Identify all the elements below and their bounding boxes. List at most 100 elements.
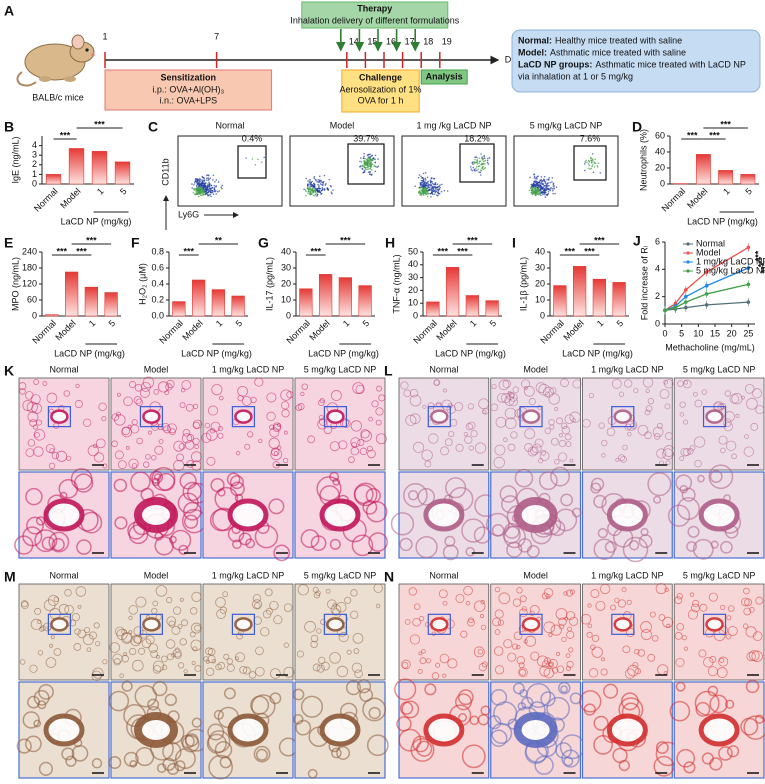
bar [45,314,59,317]
tissue-texture [468,617,474,624]
tissue-texture [558,439,567,448]
tissue-texture [165,383,173,391]
tissue-texture [444,535,456,547]
tissue-texture [178,544,189,555]
cell-dot [363,159,365,162]
cell-dot [546,194,548,196]
cell-dot [365,160,367,162]
cell-dot [541,187,544,190]
y-tick-label: 0 [660,178,665,188]
cell-dot [434,183,437,186]
cell-dot [552,192,554,195]
tissue-texture [498,379,510,391]
tissue-texture [503,522,520,539]
cell-dot [534,180,537,182]
tissue-texture [173,459,185,472]
tissue-texture [620,455,627,463]
tissue-texture [674,596,683,605]
y-tick-label: 1 [32,169,37,179]
tissue-texture [662,616,674,628]
tissue-texture [140,381,151,392]
cell-dot [368,153,370,156]
gate [459,143,495,183]
tissue-texture [718,656,729,667]
tissue-texture [48,531,70,553]
tissue-texture [729,394,740,404]
cell-dot [547,182,550,184]
day-label: 7 [214,31,219,41]
cell-dot [196,187,198,189]
tissue-texture [490,688,508,706]
image-bg [18,583,110,681]
cell-dot [367,168,370,170]
tissue-texture [223,687,236,700]
cell-dot [544,188,546,191]
tissue-texture [20,601,29,610]
cell-dot [324,188,326,190]
tissue-texture [332,478,341,486]
cell-dot [478,162,480,165]
cell-dot [363,171,365,173]
cell-dot [220,186,223,189]
cell-dot [420,186,423,189]
tissue-texture [191,661,196,666]
tissue-texture [424,460,432,468]
tissue-texture [336,665,349,678]
tissue-texture [368,532,388,552]
tissue-texture [19,659,26,665]
tissue-texture [128,380,137,389]
tissue-texture [250,396,257,404]
tissue-texture [523,385,535,397]
y-tick-label: 4 [655,264,660,274]
tissue-texture [357,438,365,447]
tissue-image [673,583,765,681]
series-point [704,270,709,274]
tissue-texture [640,629,652,641]
tissue-texture [502,379,511,389]
tissue-texture [136,437,143,445]
tissue-texture [348,456,355,463]
tissue-texture [682,419,689,425]
tissue-texture [620,692,639,711]
tissue-texture [115,626,125,637]
inset-marker [519,613,543,635]
tissue-texture [664,432,673,441]
panel-letter: N [384,569,394,585]
tissue-texture [273,615,283,625]
tissue-texture [468,445,474,451]
tissue-texture [152,665,162,674]
airway [698,498,740,532]
tissue-texture [622,645,631,654]
panel-letter: H [385,235,395,251]
tissue-texture [153,660,165,672]
tissue-texture [352,632,364,644]
tissue-texture [647,653,656,662]
gate [573,145,607,181]
cell-dot [528,189,531,192]
tissue-texture [554,459,560,465]
cell-dot [533,191,535,193]
tissue-texture [480,705,491,716]
tissue-texture [280,401,290,410]
series-point [704,292,709,296]
tissue-texture [519,688,528,698]
tissue-texture [539,451,550,461]
cell-dot [427,191,429,193]
tissue-texture [239,665,248,674]
airway [705,409,724,424]
tissue-texture [692,391,698,397]
cell-dot [419,182,422,184]
tissue-texture [433,379,440,386]
cell-dot [364,167,367,169]
cell-dot [533,175,536,178]
cell-dot [431,182,434,185]
cell-dot [484,159,487,162]
tissue-texture [394,678,417,701]
day-label: 16 [386,36,396,46]
tissue-texture [512,643,519,650]
image-bg [110,377,202,471]
cell-dot [313,184,316,187]
cell-dot [593,166,596,168]
tissue-texture [366,445,373,452]
cell-dot [441,183,443,186]
